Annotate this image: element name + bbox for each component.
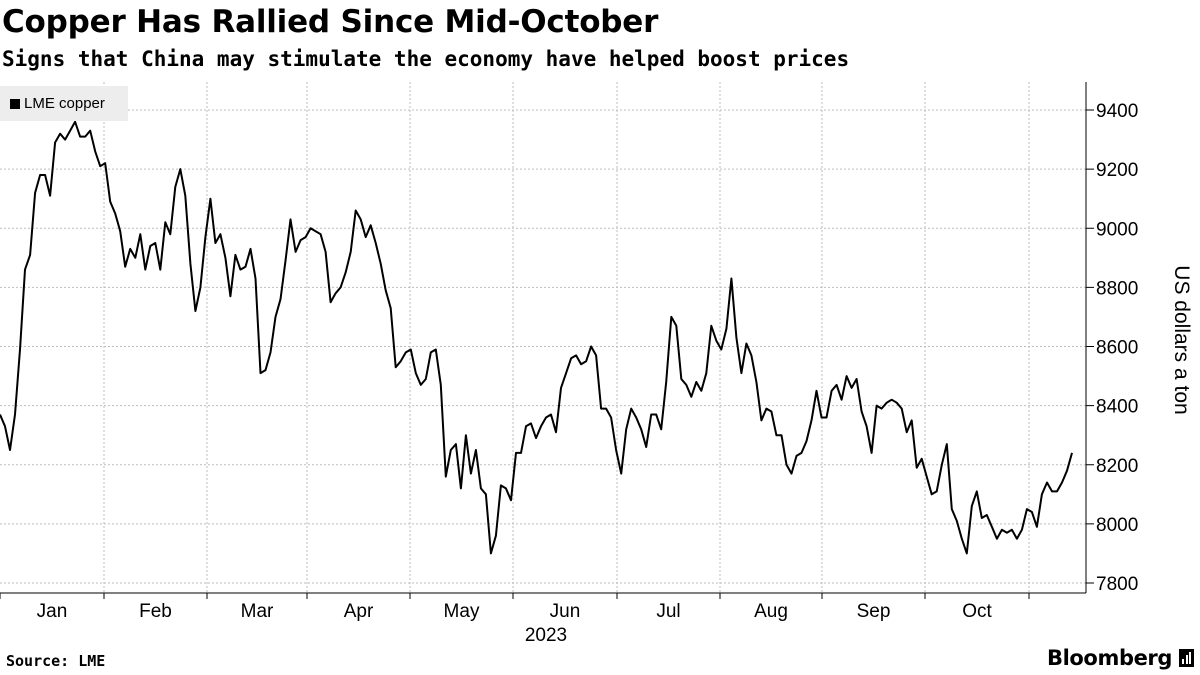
x-tick-label-feb: Feb	[139, 601, 172, 622]
source-note: Source: LME	[6, 652, 106, 670]
grid-lines	[0, 109, 1086, 584]
legend: LME copper	[0, 86, 128, 121]
x-tick-label-may: May	[444, 601, 480, 622]
y-tick-label-8600: 8600	[1096, 338, 1138, 359]
x-tick-label-jan: Jan	[37, 601, 68, 622]
x-tick-label-jul: Jul	[656, 601, 680, 622]
brand-logo: Bloomberg	[1047, 646, 1195, 670]
x-tick-label-sep: Sep	[857, 601, 891, 622]
y-axis: 7800 8000 8200 8400 8600 8800 9000 9200 9400	[1086, 101, 1138, 595]
x-tick-label-aug: Aug	[754, 601, 788, 622]
x-tick-label-mar: Mar	[241, 601, 274, 622]
legend-label: LME copper	[24, 95, 105, 112]
y-tick-label-7800: 7800	[1096, 574, 1138, 595]
y-tick-label-8200: 8200	[1096, 456, 1138, 477]
chart-subtitle: Signs that China may stimulate the econo…	[2, 47, 850, 71]
x-tick-label-oct: Oct	[962, 601, 992, 622]
x-axis: Jan Feb Mar Apr May Jun Jul Aug Sep Oct	[0, 592, 1086, 622]
series-line-lme-copper	[0, 120, 1073, 555]
y-tick-label-9400: 9400	[1096, 101, 1138, 122]
x-tick-label-apr: Apr	[344, 601, 374, 622]
x-axis-year-label: 2023	[525, 625, 567, 646]
chart-title: Copper Has Rallied Since Mid-October	[2, 4, 659, 40]
y-tick-label-9200: 9200	[1096, 160, 1138, 181]
x-tick-label-jun: Jun	[550, 601, 581, 622]
y-tick-label-9000: 9000	[1096, 219, 1138, 240]
y-tick-label-8000: 8000	[1096, 515, 1138, 536]
y-tick-label-8800: 8800	[1096, 278, 1138, 299]
y-axis-label: US dollars a ton	[1170, 265, 1193, 414]
y-tick-label-8400: 8400	[1096, 397, 1138, 418]
month-grid-lines	[103, 82, 1030, 593]
bloomberg-terminal-icon	[1179, 649, 1195, 667]
legend-swatch	[10, 98, 20, 109]
brand-name: Bloomberg	[1047, 646, 1173, 670]
